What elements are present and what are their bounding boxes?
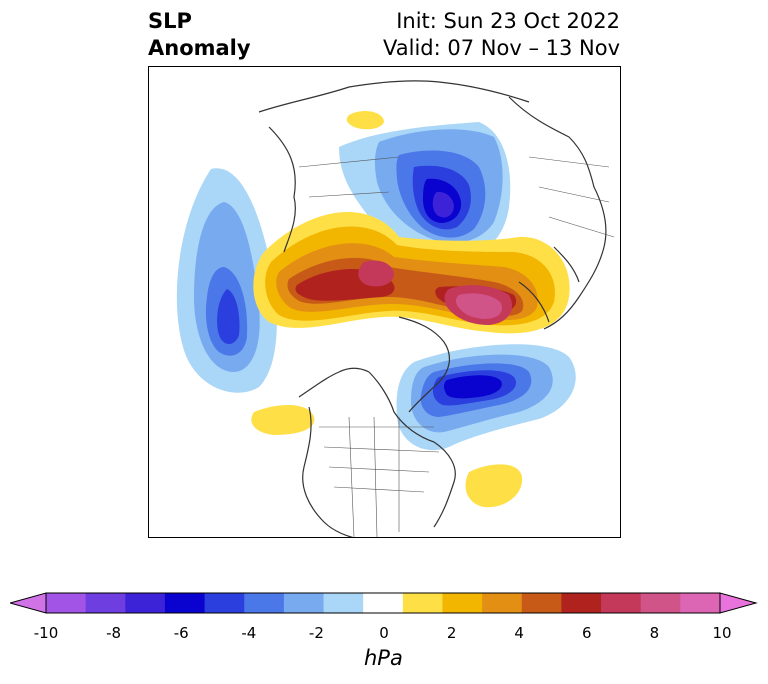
colorbar-cell: [204, 593, 245, 613]
chart-subtitle: Init: Sun 23 Oct 2022 Valid: 07 Nov – 13…: [383, 8, 620, 62]
colorbar-cell: [482, 593, 523, 613]
positive-anomaly-siberia: [358, 260, 394, 287]
colorbar-tick-label: 4: [514, 624, 524, 642]
colorbar-cell: [442, 593, 483, 613]
colorbar-tick-label: 6: [582, 624, 592, 642]
colorbar-cell: [323, 593, 364, 613]
positive-anomaly-scandinavia: [444, 285, 513, 325]
colorbar-cell: [85, 593, 126, 613]
chart-title: SLP Anomaly: [148, 8, 251, 62]
init-date: Init: Sun 23 Oct 2022: [396, 9, 620, 33]
colorbar-extend-min: [10, 592, 47, 614]
colorbar: [10, 592, 758, 614]
colorbar-extend-max: [719, 592, 758, 614]
negative-anomaly-north-pacific: [176, 168, 277, 393]
colorbar-tick-label: -10: [33, 624, 59, 642]
colorbar-tick-label: -4: [241, 624, 257, 642]
title-variable-line1: SLP: [148, 9, 192, 33]
map-panel: [148, 66, 621, 538]
colorbar-cell: [561, 593, 602, 613]
colorbar-cell: [46, 593, 87, 613]
colorbar-cell: [601, 593, 642, 613]
colorbar-tick-label: -8: [106, 624, 122, 642]
colorbar-tick-label: -2: [308, 624, 324, 642]
colorbar-cell: [521, 593, 562, 613]
colorbar-tick-label: 0: [379, 624, 389, 642]
colorbar-tick-label: -6: [173, 624, 189, 642]
coastlines: [258, 80, 607, 537]
colorbar-cell: [283, 593, 325, 613]
map-svg: [176, 80, 615, 537]
colorbar-frame: [45, 592, 721, 614]
colorbar-unit: hPa: [364, 646, 403, 670]
colorbar-cell: [164, 593, 206, 613]
colorbar-cell: [402, 593, 443, 613]
political-borders: [298, 156, 615, 537]
positive-anomaly-southeast: [465, 464, 523, 508]
positive-anomaly-small-top: [346, 111, 384, 130]
colorbar-cell: [125, 593, 166, 613]
colorbar-tick-label: 8: [649, 624, 660, 642]
valid-range: Valid: 07 Nov – 13 Nov: [383, 36, 620, 60]
positive-anomaly-west: [251, 405, 315, 435]
colorbar-cell: [640, 593, 681, 613]
title-variable-line2: Anomaly: [148, 36, 251, 60]
colorbar-cell: [244, 593, 285, 613]
negative-anomaly-central-arctic: [339, 122, 511, 258]
colorbar-cell: [680, 593, 721, 613]
colorbar-tick-label: 10: [712, 624, 732, 642]
colorbar-cell: [363, 593, 404, 613]
colorbar-tick-label: 2: [446, 624, 457, 642]
negative-anomaly-north-atlantic: [396, 344, 576, 451]
